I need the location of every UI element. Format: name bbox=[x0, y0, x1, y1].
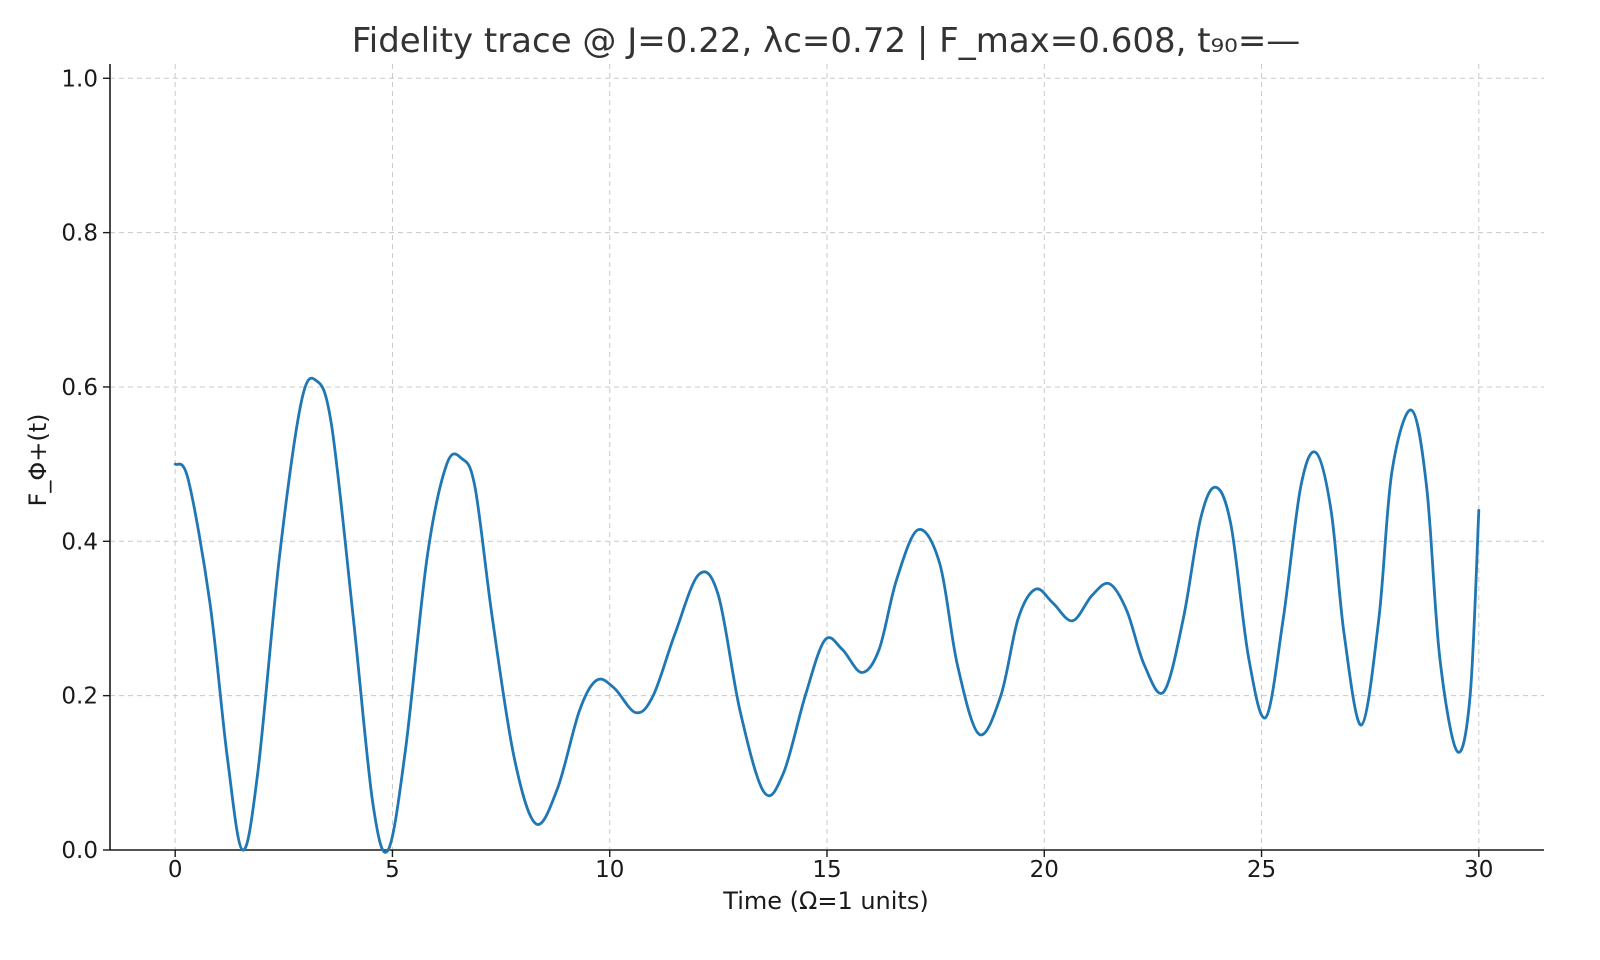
y-tick-label: 0.8 bbox=[61, 221, 98, 247]
x-tick-label: 10 bbox=[595, 857, 624, 883]
x-tick-label: 30 bbox=[1464, 857, 1493, 883]
x-tick-label: 20 bbox=[1030, 857, 1059, 883]
x-tick-label: 5 bbox=[385, 857, 400, 883]
y-tick-label: 0.4 bbox=[61, 529, 98, 555]
y-tick-label: 0.2 bbox=[61, 684, 98, 710]
x-axis-label: Time (Ω=1 units) bbox=[722, 887, 928, 915]
series-layer bbox=[173, 376, 1481, 854]
y-axis-label: F_Φ+(t) bbox=[24, 414, 52, 507]
ticks: 0 5 10 15 20 25 30 0.0 0.2 0.4 0.6 0.8 1.0 bbox=[61, 66, 1493, 883]
y-tick-label: 0.6 bbox=[61, 375, 98, 401]
grid-lines bbox=[110, 64, 1544, 851]
chart-title: Fidelity trace @ J=0.22, λc=0.72 | F_max… bbox=[352, 21, 1301, 61]
x-tick-label: 15 bbox=[812, 857, 841, 883]
y-tick-label: 1.0 bbox=[61, 66, 98, 92]
x-tick-label: 0 bbox=[168, 857, 183, 883]
x-tick-label: 25 bbox=[1247, 857, 1276, 883]
series-line bbox=[173, 376, 1481, 854]
y-tick-label: 0.0 bbox=[61, 838, 98, 864]
